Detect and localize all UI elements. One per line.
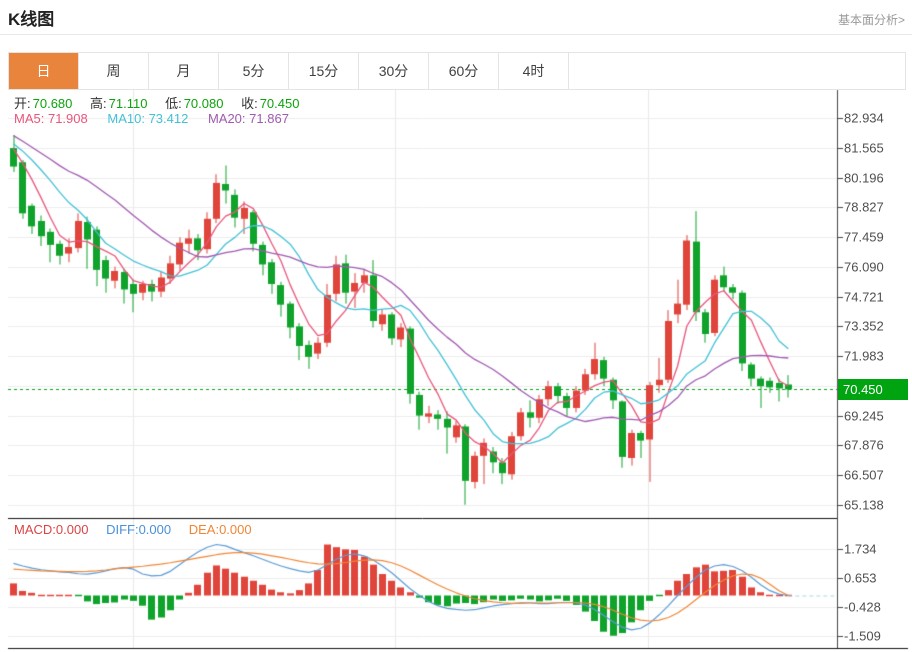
high-label: 高: [90,96,107,111]
macd-readout: MACD:0.000 DIFF:0.000 DEA:0.000 [14,522,266,537]
tab-月[interactable]: 月 [149,53,219,89]
tab-30分[interactable]: 30分 [359,53,429,89]
y-axis-label: 82.934 [844,110,884,126]
y-axis-label: 67.876 [844,437,884,453]
ma5-readout: MA5: 71.908 [14,111,88,126]
tab-60分[interactable]: 60分 [429,53,499,89]
ohlc-readout: 开: 70.680 高: 71.110 低: 70.080 收: 70.450 [14,93,313,112]
y-axis-label: 73.352 [844,318,884,334]
y-axis-label: 0.653 [844,570,877,586]
page-header: K线图 基本面分析> [0,0,912,35]
open-value: 70.680 [32,96,73,111]
dea-value-readout: DEA:0.000 [188,522,252,537]
period-tab-bar: 日周月 5分 15分 30分 60分 4时 [8,52,906,90]
y-axis-label: 81.565 [844,140,884,156]
ma-readout: MA5: 71.908 MA10: 73.412 MA20: 71.867 [14,111,305,126]
y-axis-label: 66.507 [844,467,884,483]
current-price-text: 70.450 [843,382,883,397]
tab-15分[interactable]: 15分 [289,53,359,89]
y-axis-label: 69.245 [844,408,884,424]
y-axis-label: 65.138 [844,497,884,513]
macd-value-readout: MACD:0.000 [14,522,89,537]
y-axis-label: 80.196 [844,170,884,186]
y-axis-label: 77.459 [844,229,884,245]
close-label: 收: [241,96,258,111]
y-axis-label: 78.827 [844,199,884,215]
y-axis-label: 71.983 [844,348,884,364]
high-value: 71.110 [108,96,148,111]
current-price-badge: 70.450 [838,379,908,400]
tab-周[interactable]: 周 [79,53,149,89]
page-title: K线图 [8,10,55,29]
tab-4时[interactable]: 4时 [499,53,569,89]
fundamental-analysis-link[interactable]: 基本面分析> [837,13,905,27]
close-value: 70.450 [259,96,300,111]
y-axis-label: 1.734 [844,541,877,557]
ma10-readout: MA10: 73.412 [107,111,189,126]
low-label: 低: [165,96,182,111]
y-axis-label: -1.509 [844,628,881,644]
open-label: 开: [14,96,31,111]
tab-5分[interactable]: 5分 [219,53,289,89]
low-value: 70.080 [183,96,224,111]
y-axis-label: -0.428 [844,599,881,615]
y-axis-label: 74.721 [844,289,884,305]
tab-日[interactable]: 日 [9,53,79,89]
y-axis-label: 76.090 [844,259,884,275]
diff-value-readout: DIFF:0.000 [106,522,172,537]
ma20-readout: MA20: 71.867 [207,111,289,126]
